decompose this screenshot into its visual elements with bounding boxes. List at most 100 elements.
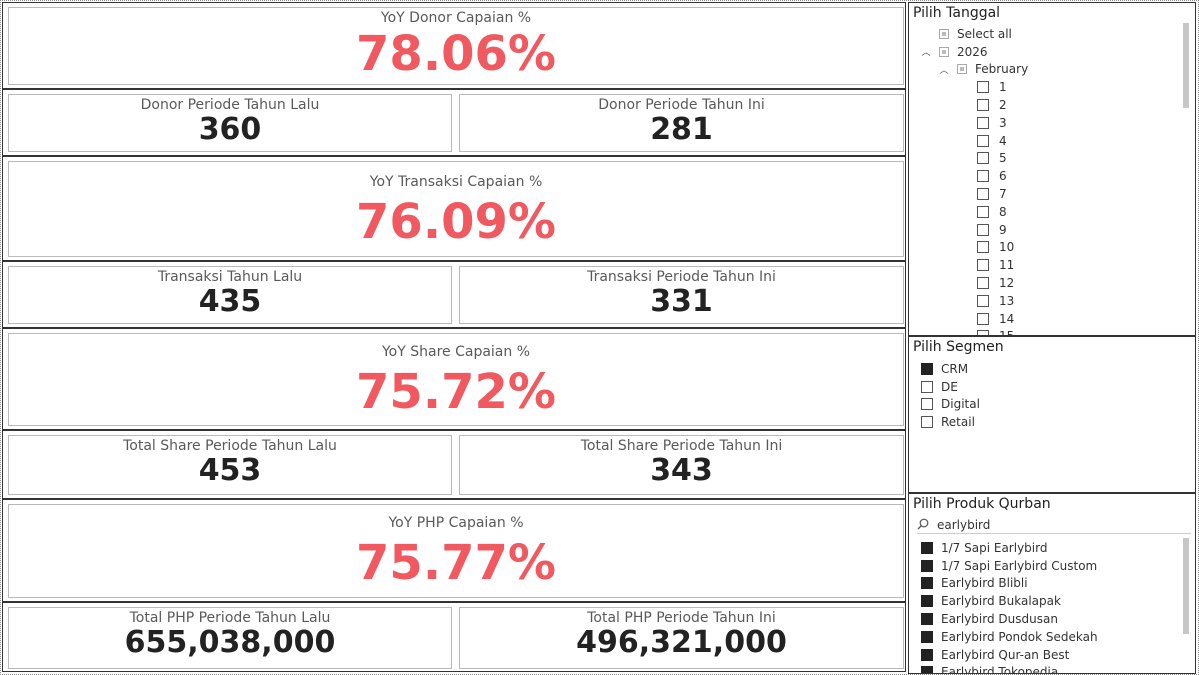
date-day-item[interactable]: 15 — [909, 328, 1189, 335]
checkbox-icon[interactable] — [921, 648, 933, 661]
checkbox-icon[interactable] — [977, 241, 989, 254]
date-day-item[interactable]: 14 — [909, 310, 1189, 328]
product-item[interactable]: Earlybird Tokopedia — [921, 664, 1183, 673]
checkbox-icon[interactable] — [921, 666, 933, 673]
donor-compare-band: Donor Periode Tahun Lalu 360 Donor Perio… — [2, 89, 906, 156]
date-day-item[interactable]: 11 — [909, 256, 1189, 274]
checkbox-icon[interactable] — [977, 277, 989, 290]
date-day-item[interactable]: 2 — [909, 96, 1189, 114]
segment-item[interactable]: Retail — [921, 413, 1195, 431]
php-yoy-card[interactable]: YoY PHP Capaian % 75.77% — [8, 504, 904, 598]
transaksi-this-year-card[interactable]: Transaksi Periode Tahun Ini 331 — [459, 266, 904, 324]
checkbox-icon[interactable] — [977, 223, 989, 236]
checkbox-icon[interactable] — [977, 134, 989, 147]
date-day-label: 8 — [999, 204, 1007, 219]
php-this-year-value: 496,321,000 — [576, 625, 787, 660]
transaksi-yoy-title: YoY Transaksi Capaian % — [369, 174, 543, 190]
date-day-item[interactable]: 7 — [909, 185, 1189, 203]
product-item[interactable]: Earlybird Pondok Sedekah — [921, 628, 1183, 646]
date-day-item[interactable]: 4 — [909, 132, 1189, 150]
donor-this-year-card[interactable]: Donor Periode Tahun Ini 281 — [459, 94, 904, 152]
product-item[interactable]: Earlybird Dusdusan — [921, 610, 1183, 628]
share-last-year-title: Total Share Periode Tahun Lalu — [123, 438, 337, 454]
checkbox-icon[interactable] — [977, 259, 989, 272]
checkbox-icon[interactable] — [977, 330, 989, 335]
checkbox-icon[interactable] — [977, 188, 989, 201]
checkbox-icon[interactable] — [977, 99, 989, 112]
segment-label: Retail — [941, 415, 975, 430]
date-day-item[interactable]: 8 — [909, 203, 1189, 221]
date-day-item[interactable]: 9 — [909, 221, 1189, 239]
checkbox-icon[interactable] — [921, 613, 933, 626]
share-this-year-card[interactable]: Total Share Periode Tahun Ini 343 — [459, 435, 904, 495]
product-search[interactable]: earlybird — [917, 517, 1191, 534]
segment-item[interactable]: CRM — [921, 360, 1195, 378]
checkbox-icon[interactable] — [977, 312, 989, 325]
date-day-item[interactable]: 10 — [909, 239, 1189, 257]
segment-item[interactable]: Digital — [921, 396, 1195, 414]
date-slicer-scrollbar[interactable] — [1183, 23, 1189, 108]
checkbox-icon[interactable] — [921, 398, 933, 411]
checkbox-icon[interactable] — [957, 64, 967, 75]
product-item[interactable]: Earlybird Qur-an Best — [921, 646, 1183, 664]
checkbox-icon[interactable] — [921, 559, 933, 572]
product-label: Earlybird Bukalapak — [941, 594, 1061, 609]
checkbox-icon[interactable] — [977, 170, 989, 183]
checkbox-icon[interactable] — [977, 116, 989, 129]
php-last-year-title: Total PHP Periode Tahun Lalu — [129, 610, 331, 626]
chevron-up-icon[interactable]: ︿ — [939, 65, 949, 76]
checkbox-icon[interactable] — [939, 46, 949, 57]
checkbox-icon[interactable] — [921, 362, 933, 375]
date-month-february[interactable]: ︿ February — [909, 61, 1189, 79]
share-last-year-value: 453 — [198, 453, 262, 488]
checkbox-icon[interactable] — [977, 152, 989, 165]
checkbox-icon[interactable] — [921, 595, 933, 608]
share-yoy-card[interactable]: YoY Share Capaian % 75.72% — [8, 333, 904, 426]
date-day-item[interactable]: 12 — [909, 274, 1189, 292]
donor-last-year-card[interactable]: Donor Periode Tahun Lalu 360 — [8, 94, 452, 152]
date-day-item[interactable]: 13 — [909, 292, 1189, 310]
transaksi-last-year-title: Transaksi Tahun Lalu — [157, 269, 303, 285]
transaksi-yoy-card[interactable]: YoY Transaksi Capaian % 76.09% — [8, 161, 904, 257]
checkbox-icon[interactable] — [977, 294, 989, 307]
transaksi-last-year-card[interactable]: Transaksi Tahun Lalu 435 — [8, 266, 452, 324]
date-day-label: 6 — [999, 169, 1007, 184]
date-year-2026[interactable]: ︿ 2026 — [909, 43, 1189, 61]
date-day-item[interactable]: 3 — [909, 114, 1189, 132]
date-select-all-label: Select all — [957, 26, 1012, 41]
product-label: 1/7 Sapi Earlybird — [941, 540, 1048, 555]
donor-last-year-title: Donor Periode Tahun Lalu — [140, 97, 320, 113]
php-last-year-card[interactable]: Total PHP Periode Tahun Lalu 655,038,000 — [8, 607, 452, 669]
php-yoy-title: YoY PHP Capaian % — [388, 515, 524, 531]
checkbox-icon[interactable] — [921, 416, 933, 429]
product-item[interactable]: 1/7 Sapi Earlybird — [921, 539, 1183, 557]
date-day-item[interactable]: 5 — [909, 150, 1189, 168]
checkbox-icon[interactable] — [921, 541, 933, 554]
donor-yoy-card[interactable]: YoY Donor Capaian % 78.06% — [8, 7, 904, 85]
product-label: 1/7 Sapi Earlybird Custom — [941, 558, 1098, 573]
date-day-item[interactable]: 6 — [909, 167, 1189, 185]
date-day-label: 15 — [999, 329, 1014, 335]
product-item[interactable]: Earlybird Blibli — [921, 575, 1183, 593]
date-day-label: 1 — [999, 80, 1007, 95]
checkbox-icon[interactable] — [939, 28, 949, 39]
checkbox-icon[interactable] — [977, 81, 989, 94]
checkbox-icon[interactable] — [921, 630, 933, 643]
segment-item[interactable]: DE — [921, 378, 1195, 396]
product-item[interactable]: 1/7 Sapi Earlybird Custom — [921, 557, 1183, 575]
product-item[interactable]: Earlybird Bukalapak — [921, 592, 1183, 610]
share-yoy-title: YoY Share Capaian % — [381, 344, 531, 360]
date-day-item[interactable]: 1 — [909, 78, 1189, 96]
date-day-list: 123456789101112131415 — [909, 78, 1189, 335]
checkbox-icon[interactable] — [921, 577, 933, 590]
chevron-up-icon[interactable]: ︿ — [921, 48, 931, 59]
checkbox-icon[interactable] — [977, 205, 989, 218]
date-select-all[interactable]: Select all — [909, 25, 1189, 43]
segment-list: CRM DE Digital Retail — [909, 360, 1195, 431]
checkbox-icon[interactable] — [921, 380, 933, 393]
php-this-year-card[interactable]: Total PHP Periode Tahun Ini 496,321,000 — [459, 607, 904, 669]
product-slicer-scrollbar[interactable] — [1183, 538, 1189, 634]
share-last-year-card[interactable]: Total Share Periode Tahun Lalu 453 — [8, 435, 452, 495]
product-search-input[interactable]: earlybird — [937, 518, 991, 532]
transaksi-yoy-value: 76.09% — [356, 194, 556, 250]
